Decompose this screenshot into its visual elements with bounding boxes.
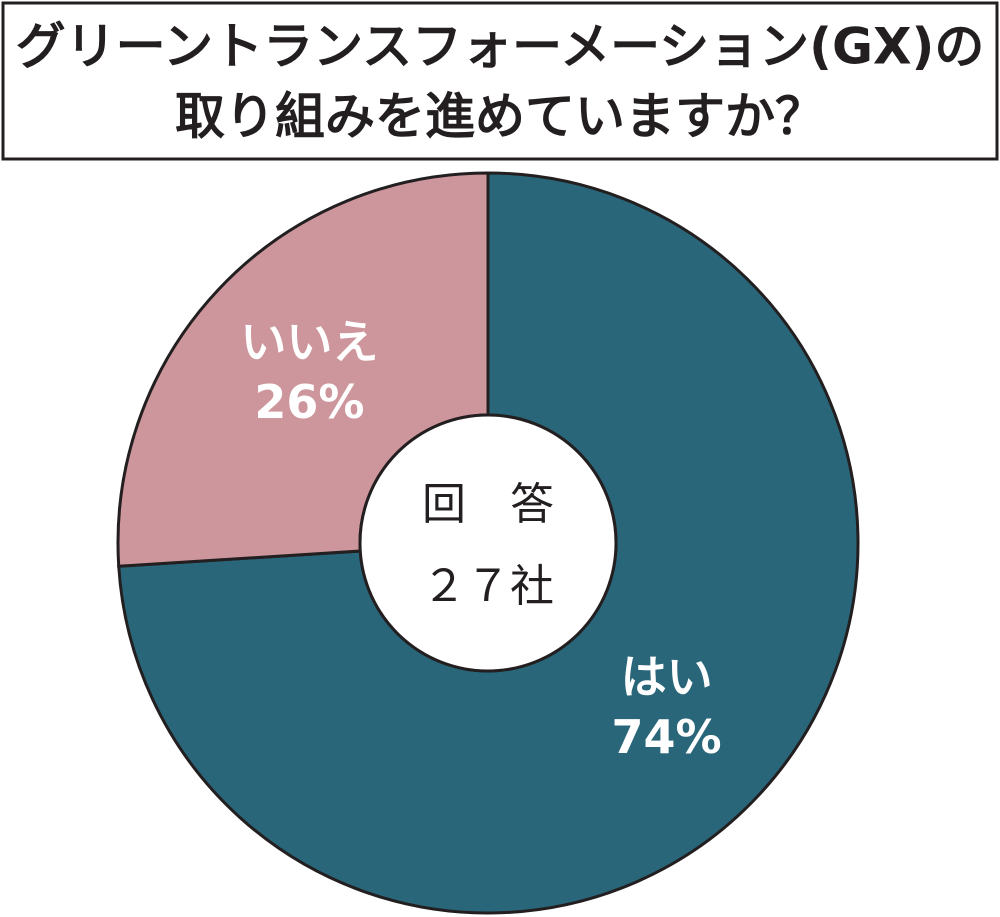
slice-category-label: はい	[621, 650, 713, 704]
chart-title: グリーントランスフォーメーション(GX)の	[16, 18, 985, 76]
slice-value-label: 26%	[254, 375, 364, 429]
donut-hole	[358, 413, 618, 673]
center-text: ２７社	[422, 561, 554, 612]
slice-category-label: いいえ	[240, 315, 378, 369]
slice-value-label: 74%	[612, 710, 722, 764]
chart-title: 取り組みを進めていますか？	[175, 88, 825, 146]
center-text: 回 答	[422, 479, 554, 530]
title-box	[1, 1, 999, 161]
